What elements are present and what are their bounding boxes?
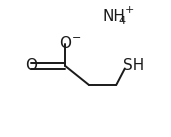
Text: SH: SH: [123, 58, 144, 73]
Text: NH: NH: [103, 9, 126, 24]
Text: −: −: [71, 33, 81, 43]
Text: +: +: [124, 5, 134, 15]
Text: O: O: [25, 58, 37, 73]
Text: 4: 4: [119, 16, 126, 26]
Text: O: O: [59, 36, 71, 51]
